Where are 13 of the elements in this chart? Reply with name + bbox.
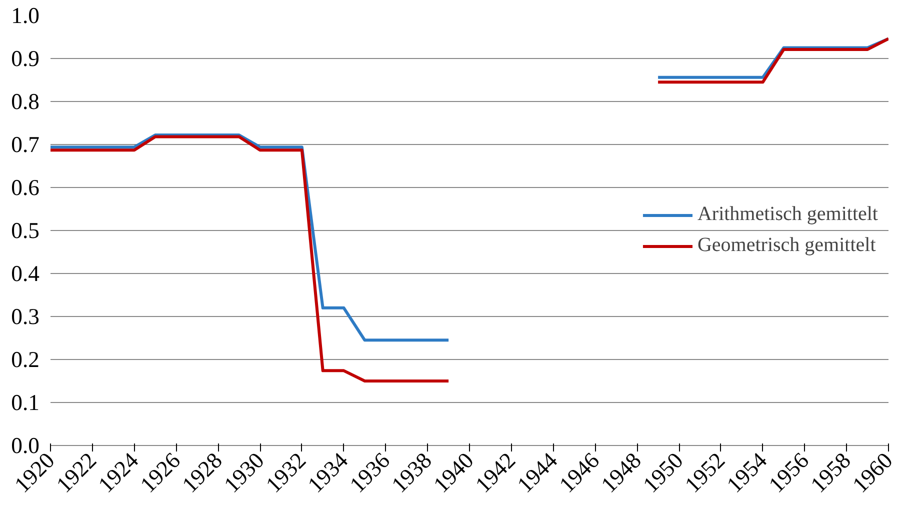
y-tick-label: 0.6 xyxy=(11,175,40,200)
y-tick-label: 0.7 xyxy=(11,132,40,157)
y-tick-label: 0.0 xyxy=(11,433,40,458)
y-tick-label: 0.8 xyxy=(11,89,40,114)
legend-label: Arithmetisch gemittelt xyxy=(697,203,878,226)
y-tick-label: 0.4 xyxy=(11,261,40,286)
y-tick-label: 0.3 xyxy=(11,304,40,329)
y-tick-label: 1.0 xyxy=(11,3,40,28)
legend-label: Geometrisch gemittelt xyxy=(697,234,876,257)
y-tick-label: 0.1 xyxy=(11,390,40,415)
y-tick-label: 0.9 xyxy=(11,46,40,71)
y-tick-label: 0.2 xyxy=(11,347,40,372)
y-tick-label: 0.5 xyxy=(11,218,40,243)
